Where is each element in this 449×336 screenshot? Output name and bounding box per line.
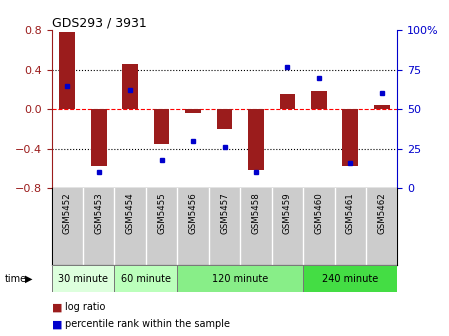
Bar — [177, 265, 303, 292]
Text: GSM5452: GSM5452 — [63, 192, 72, 234]
Text: time: time — [4, 274, 26, 284]
Bar — [91, 109, 107, 166]
Text: ■: ■ — [52, 302, 62, 312]
Bar — [185, 109, 201, 113]
Text: GSM5457: GSM5457 — [220, 192, 229, 234]
Text: GSM5455: GSM5455 — [157, 192, 166, 234]
Bar — [59, 32, 75, 109]
Bar — [311, 91, 327, 109]
Text: GSM5460: GSM5460 — [314, 192, 323, 234]
Text: GSM5456: GSM5456 — [189, 192, 198, 234]
Bar — [114, 265, 177, 292]
Text: GSM5454: GSM5454 — [126, 192, 135, 234]
Text: 120 minute: 120 minute — [212, 274, 269, 284]
Bar — [303, 265, 397, 292]
Text: ▶: ▶ — [25, 274, 32, 284]
Text: percentile rank within the sample: percentile rank within the sample — [65, 319, 230, 329]
Text: ■: ■ — [52, 319, 62, 329]
Text: 240 minute: 240 minute — [322, 274, 379, 284]
Text: GSM5458: GSM5458 — [251, 192, 260, 234]
Text: GSM5453: GSM5453 — [94, 192, 103, 234]
Text: GDS293 / 3931: GDS293 / 3931 — [52, 16, 146, 29]
Bar — [154, 109, 170, 144]
Bar — [122, 64, 138, 109]
Text: 30 minute: 30 minute — [58, 274, 108, 284]
Bar — [374, 105, 390, 109]
Bar — [217, 109, 233, 129]
Text: GSM5461: GSM5461 — [346, 192, 355, 234]
Text: GSM5462: GSM5462 — [377, 192, 386, 234]
Text: GSM5459: GSM5459 — [283, 192, 292, 234]
Bar — [343, 109, 358, 166]
Bar — [52, 265, 114, 292]
Bar — [279, 94, 295, 109]
Text: log ratio: log ratio — [65, 302, 106, 312]
Text: 60 minute: 60 minute — [121, 274, 171, 284]
Bar — [248, 109, 264, 170]
